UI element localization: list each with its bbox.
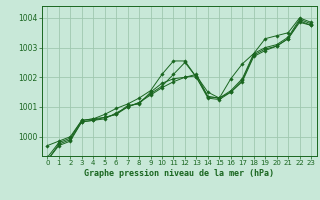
X-axis label: Graphe pression niveau de la mer (hPa): Graphe pression niveau de la mer (hPa) — [84, 169, 274, 178]
